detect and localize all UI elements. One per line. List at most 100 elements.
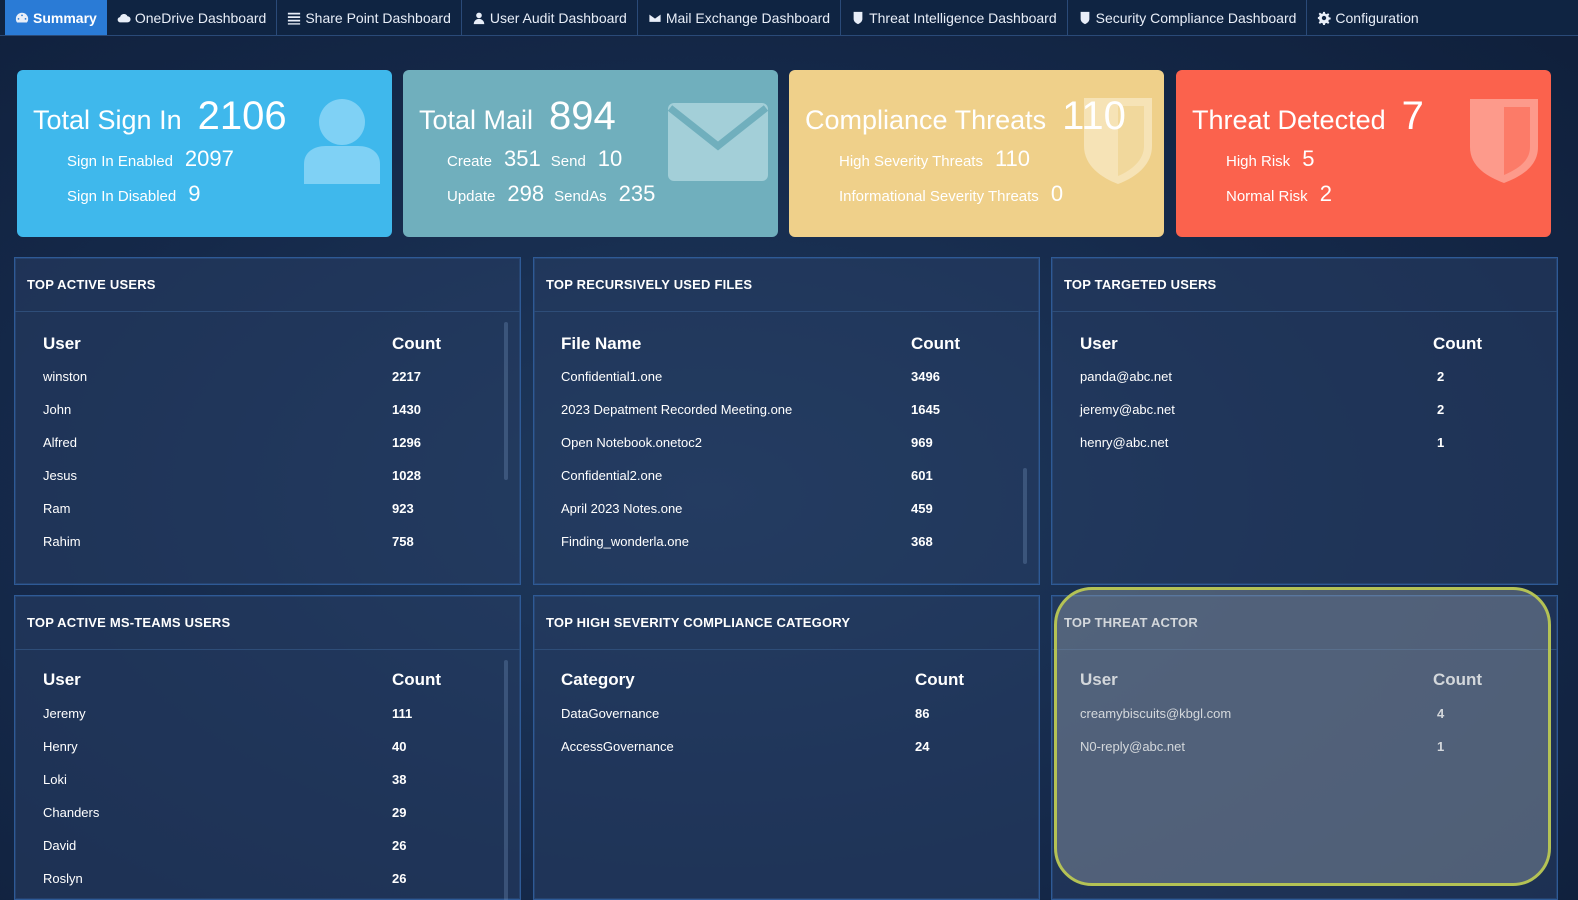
table-row[interactable]: Ram 923 — [43, 501, 414, 516]
table-row[interactable]: N0-reply@abc.net 1 — [1080, 739, 1444, 754]
table-row[interactable]: AccessGovernance 24 — [561, 739, 929, 754]
tab-label: Threat Intelligence Dashboard — [869, 9, 1057, 26]
column-header-count: Count — [911, 334, 961, 353]
table-row[interactable]: 2023 Depatment Recorded Meeting.one 1645 — [561, 402, 940, 417]
top-threat-actor-panel: TOP THREAT ACTOR User Count creamybiscui… — [1051, 595, 1558, 900]
sign-in-disabled-label: Sign In Disabled — [67, 188, 177, 205]
table-row[interactable]: Roslyn 26 — [43, 871, 406, 886]
table-row[interactable]: David 26 — [43, 838, 406, 853]
total-sign-in-card[interactable]: Total Sign In 2106 Sign In Enabled 2097 … — [17, 70, 392, 237]
create-label: Create — [447, 153, 493, 170]
card-total: 110 — [1062, 94, 1126, 138]
sign-in-disabled-value: 9 — [188, 181, 201, 206]
cell-count: 2217 — [392, 369, 421, 384]
tab-label: Security Compliance Dashboard — [1095, 9, 1297, 26]
table-row[interactable]: Jeremy 111 — [43, 706, 412, 721]
column-header-count: Count — [392, 670, 442, 689]
shield-icon — [1078, 11, 1092, 25]
shield-icon — [851, 11, 865, 25]
table-row[interactable]: winston 2217 — [43, 369, 421, 384]
compliance-category-panel: TOP HIGH SEVERITY COMPLIANCE CATEGORY Ca… — [533, 595, 1040, 900]
normal-risk-value: 2 — [1319, 181, 1332, 206]
table-row[interactable]: Henry 40 — [43, 739, 406, 754]
cell-count: 1 — [1437, 739, 1445, 754]
cell-user: Rahim — [43, 534, 81, 549]
informational-severity-value: 0 — [1050, 181, 1064, 206]
cell-count: 1645 — [911, 402, 940, 417]
cell-category: AccessGovernance — [561, 739, 674, 754]
tab-security-compliance[interactable]: Security Compliance Dashboard — [1068, 0, 1308, 35]
cell-count: 29 — [392, 805, 407, 820]
threat-detected-card[interactable]: Threat Detected 7 High Risk 5 Normal Ris… — [1176, 70, 1551, 237]
tab-user-audit[interactable]: User Audit Dashboard — [462, 0, 638, 35]
compliance-threats-card[interactable]: Compliance Threats 110 High Severity Thr… — [789, 70, 1164, 237]
scrollbar[interactable] — [504, 660, 508, 900]
card-title: Total Mail — [419, 105, 534, 135]
cell-count: 40 — [392, 739, 407, 754]
table-row[interactable]: Rahim 758 — [43, 534, 414, 549]
table-row[interactable]: Confidential2.one 601 — [561, 468, 933, 483]
tab-label: User Audit Dashboard — [489, 9, 627, 26]
cell-user: Alfred — [43, 435, 77, 450]
scrollbar[interactable] — [1023, 468, 1027, 564]
column-header-user: User — [1080, 670, 1118, 689]
send-value: 10 — [597, 146, 623, 171]
panel-title: TOP ACTIVE MS-TEAMS USERS — [15, 596, 520, 650]
cell-count: 1430 — [392, 402, 421, 417]
table-row[interactable]: Open Notebook.onetoc2 969 — [561, 435, 933, 450]
highlight-overlay — [1054, 587, 1551, 886]
send-label: Send — [550, 153, 586, 170]
cell-user: Loki — [43, 772, 67, 787]
tab-threat-intelligence[interactable]: Threat Intelligence Dashboard — [841, 0, 1068, 35]
top-active-users-panel: TOP ACTIVE USERS User Count winston 2217 … — [14, 257, 521, 585]
table-row[interactable]: Confidential1.one 3496 — [561, 369, 940, 384]
table-row[interactable]: John 1430 — [43, 402, 421, 417]
list-icon — [287, 11, 301, 25]
card-title: Total Sign In — [33, 105, 182, 135]
cell-count: 86 — [915, 706, 930, 721]
create-value: 351 — [504, 146, 541, 171]
table-row[interactable]: creamybiscuits@kbgl.com 4 — [1080, 706, 1444, 721]
tab-sharepoint[interactable]: Share Point Dashboard — [277, 0, 462, 35]
tab-mail-exchange[interactable]: Mail Exchange Dashboard — [638, 0, 842, 35]
top-files-panel: TOP RECURSIVELY USED FILES File Name Cou… — [533, 257, 1040, 585]
column-header-user: User — [43, 334, 81, 353]
card-title: Compliance Threats — [805, 105, 1047, 135]
cell-user: Jeremy — [43, 706, 86, 721]
cell-category: DataGovernance — [561, 706, 660, 721]
scrollbar[interactable] — [504, 322, 508, 480]
total-mail-card[interactable]: Total Mail 894 Create 351 Send 10 Update… — [403, 70, 778, 237]
table-row[interactable]: panda@abc.net 2 — [1080, 369, 1444, 384]
tab-label: OneDrive Dashboard — [134, 9, 267, 26]
table-row[interactable]: henry@abc.net 1 — [1080, 435, 1444, 450]
cell-user: Ram — [43, 501, 71, 516]
tab-configuration[interactable]: Configuration — [1307, 0, 1428, 35]
cell-user: Roslyn — [43, 871, 83, 886]
table-row[interactable]: Alfred 1296 — [43, 435, 421, 450]
cell-file-name: Confidential1.one — [561, 369, 663, 384]
cell-count: 368 — [911, 534, 933, 549]
cell-count: 923 — [392, 501, 414, 516]
card-title: Threat Detected — [1192, 105, 1386, 135]
cell-count: 2 — [1437, 402, 1445, 417]
tab-summary[interactable]: Summary — [5, 0, 107, 35]
panel-title: TOP ACTIVE USERS — [15, 258, 520, 312]
table-row[interactable]: Chanders 29 — [43, 805, 406, 820]
sign-in-enabled-label: Sign In Enabled — [67, 153, 173, 170]
table-row[interactable]: DataGovernance 86 — [561, 706, 929, 721]
cell-file-name: Open Notebook.onetoc2 — [561, 435, 702, 450]
table-row[interactable]: Loki 38 — [43, 772, 406, 787]
table-row[interactable]: Finding_wonderla.one 368 — [561, 534, 933, 549]
cell-count: 3496 — [911, 369, 940, 384]
cloud-icon — [117, 11, 131, 25]
card-total: 894 — [549, 94, 616, 138]
shield-icon — [1084, 98, 1152, 184]
table-row[interactable]: jeremy@abc.net 2 — [1080, 402, 1444, 417]
table-row[interactable]: Jesus 1028 — [43, 468, 421, 483]
tab-onedrive[interactable]: OneDrive Dashboard — [107, 0, 278, 35]
cell-count: 601 — [911, 468, 933, 483]
table-row[interactable]: April 2023 Notes.one 459 — [561, 501, 933, 516]
high-severity-value: 110 — [994, 146, 1031, 171]
column-header-user: User — [1080, 334, 1118, 353]
high-risk-value: 5 — [1302, 146, 1315, 171]
